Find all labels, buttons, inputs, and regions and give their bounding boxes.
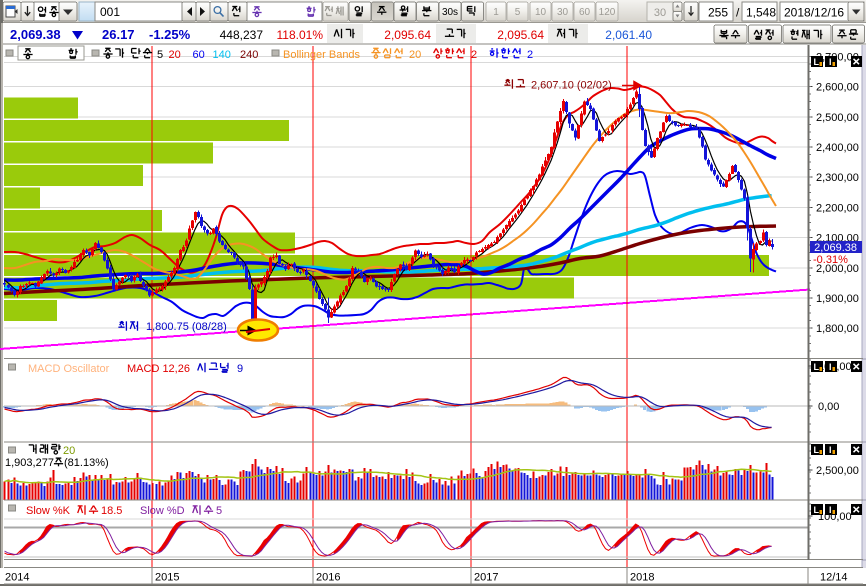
svg-text:2,061.40: 2,061.40 — [605, 28, 652, 42]
svg-text:2,069.38: 2,069.38 — [814, 242, 857, 254]
svg-text:MACD Oscillator: MACD Oscillator — [28, 363, 110, 375]
svg-text:2,095.64: 2,095.64 — [497, 28, 544, 42]
svg-text:2,600,00: 2,600,00 — [816, 82, 859, 94]
svg-text:1,548: 1,548 — [746, 6, 776, 20]
svg-text:60: 60 — [193, 49, 205, 61]
svg-text:9: 9 — [237, 363, 243, 375]
svg-text:2015: 2015 — [155, 572, 179, 584]
svg-text:1,900,00: 1,900,00 — [816, 293, 859, 305]
svg-text:448,237: 448,237 — [220, 28, 264, 42]
svg-text:255: 255 — [708, 6, 728, 20]
svg-text:30: 30 — [557, 7, 569, 18]
svg-text:0,00: 0,00 — [818, 401, 839, 413]
svg-text:30: 30 — [654, 7, 666, 19]
svg-text:5: 5 — [515, 7, 521, 18]
svg-text:2018: 2018 — [630, 572, 654, 584]
svg-text:2018/12/16: 2018/12/16 — [784, 6, 844, 20]
svg-text:L: L — [814, 445, 820, 455]
svg-text:2: 2 — [527, 49, 533, 61]
svg-text:5: 5 — [216, 505, 222, 517]
svg-text:20: 20 — [63, 445, 75, 457]
svg-text:I: I — [829, 57, 832, 67]
svg-text:MACD 12,26: MACD 12,26 — [127, 363, 190, 375]
svg-text:2016: 2016 — [316, 572, 340, 584]
svg-text:20: 20 — [409, 49, 421, 61]
svg-text:/: / — [736, 6, 740, 20]
svg-text:2,607.10 (02/02): 2,607.10 (02/02) — [531, 80, 612, 92]
svg-text:2,500,00: 2,500,00 — [816, 112, 859, 124]
svg-text:2: 2 — [471, 49, 477, 61]
svg-text:-1.25%: -1.25% — [149, 27, 191, 42]
svg-text:240: 240 — [240, 49, 258, 61]
svg-text:2014: 2014 — [5, 572, 29, 584]
svg-text:1: 1 — [493, 7, 499, 18]
svg-text:30s: 30s — [442, 7, 458, 18]
svg-text:26.17: 26.17 — [102, 27, 135, 42]
svg-text:10: 10 — [535, 7, 547, 18]
svg-text:-0.31%: -0.31% — [813, 254, 848, 266]
svg-text:1,800.75 (08/28): 1,800.75 (08/28) — [146, 321, 227, 333]
svg-text:20: 20 — [169, 49, 181, 61]
svg-text:Slow %K: Slow %K — [26, 505, 71, 517]
svg-text:118.01%: 118.01% — [277, 28, 324, 42]
svg-text:2,500,00: 2,500,00 — [816, 465, 859, 477]
svg-text:12/14: 12/14 — [820, 572, 848, 584]
svg-text:L: L — [814, 505, 820, 515]
svg-text:Slow %D: Slow %D — [140, 505, 185, 517]
svg-text:I: I — [829, 445, 832, 455]
svg-text:2017: 2017 — [474, 572, 498, 584]
svg-text:1,800,00: 1,800,00 — [816, 323, 859, 335]
svg-text:2,300,00: 2,300,00 — [816, 172, 859, 184]
svg-text:2,069.38: 2,069.38 — [10, 27, 61, 42]
svg-text:L: L — [814, 362, 820, 372]
svg-text:001: 001 — [100, 5, 120, 19]
svg-text:L: L — [814, 57, 820, 67]
svg-text:2,000,00: 2,000,00 — [816, 263, 859, 275]
svg-text:(81.13%): (81.13%) — [64, 457, 109, 469]
svg-text:140: 140 — [213, 49, 231, 61]
svg-text:120: 120 — [599, 7, 616, 18]
svg-text:60: 60 — [579, 7, 591, 18]
svg-text:2,095.64: 2,095.64 — [384, 28, 431, 42]
svg-text:I: I — [829, 505, 832, 515]
svg-text:1,903,277: 1,903,277 — [5, 457, 54, 469]
svg-text:5: 5 — [157, 49, 163, 61]
svg-text:I: I — [829, 362, 832, 372]
svg-text:2,400,00: 2,400,00 — [816, 142, 859, 154]
svg-text:18.5: 18.5 — [101, 505, 122, 517]
svg-text:Bollinger Bands: Bollinger Bands — [283, 49, 361, 61]
svg-text:2,200,00: 2,200,00 — [816, 202, 859, 214]
